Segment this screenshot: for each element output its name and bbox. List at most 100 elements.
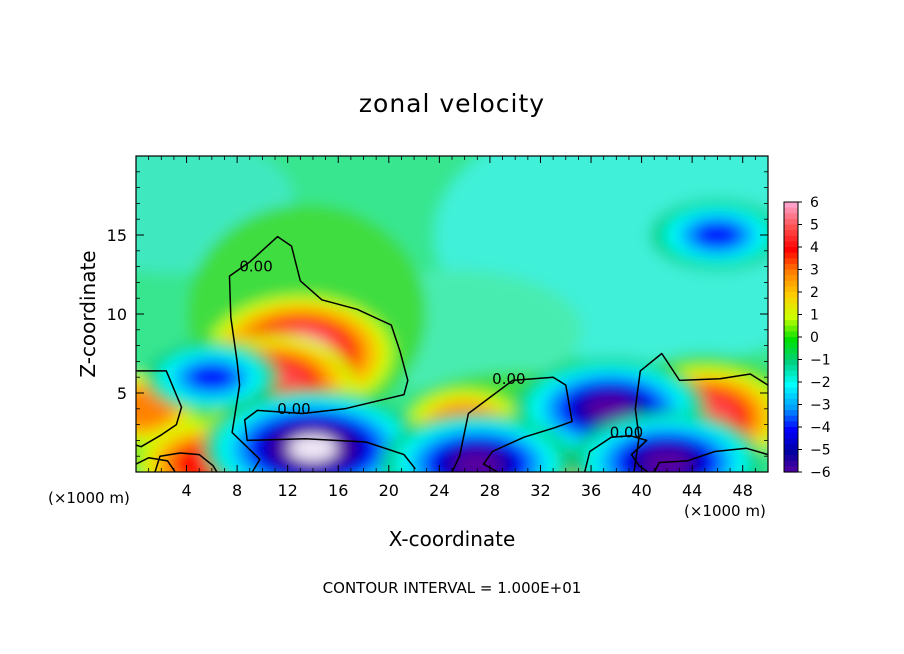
colorbar-swatch [784,202,798,209]
zero-contour [136,235,768,472]
colorbar-swatch [784,207,798,214]
contour-label: 0.00 [610,424,643,442]
colorbar-swatch [784,359,798,366]
x-tick-label: 40 [631,481,651,500]
colorbar-labels: 6 5 4 3 2 1 0 −1 −2 −3 −4 −5 −6 [798,195,831,481]
colorbar-swatch [784,393,798,400]
colorbar: 6 5 4 3 2 1 0 −1 −2 −3 −4 −5 −6 [783,195,831,481]
colorbar-swatch [784,376,798,383]
colorbar-swatch [784,337,798,344]
colorbar-swatch [784,455,798,462]
negative-region [642,449,691,472]
colorbar-swatch [784,303,798,310]
colorbar-swatch [784,432,798,439]
contour-interval-note: CONTOUR INTERVAL = 1.000E+01 [323,579,582,597]
contour-labels: 0.00 0.00 0.00 0.00 [239,258,643,442]
colorbar-swatch [784,410,798,417]
x-tick-label: 16 [328,481,348,500]
colorbar-swatch [784,252,798,259]
colorbar-swatch [784,224,798,231]
colorbar-swatch [784,415,798,422]
colorbar-swatch [784,258,798,265]
colorbar-swatch [784,421,798,428]
colorbar-swatch [784,404,798,411]
colorbar-swatch [784,387,798,394]
colorbar-label: 4 [810,240,819,256]
colorbar-swatch [784,348,798,355]
colorbar-label: 5 [810,218,819,234]
colorbar-swatches [784,202,798,473]
colorbar-swatch [784,427,798,434]
contour-line [653,447,768,472]
contour-line [228,235,416,472]
colorbar-swatch [784,353,798,361]
contour-label: 0.00 [277,400,310,418]
colorbar-swatch [784,218,798,226]
colorbar-swatch [784,342,798,349]
x-tick-label: 44 [682,481,702,500]
colorbar-label: −5 [810,443,831,459]
contour-label: 0.00 [492,370,525,388]
negative-region [288,435,337,462]
colorbar-swatch [784,241,798,248]
colorbar-label: −4 [810,420,831,436]
x-tick-label: 20 [379,481,399,500]
colorbar-swatch [784,235,798,242]
colorbar-swatch [784,269,798,276]
x-unit-left: (×1000 m) [48,489,130,507]
y-axis-ticks: 5 10 15 [107,171,768,457]
plot-area: 0.00 0.00 0.00 0.00 [135,155,769,473]
colorbar-label: −1 [810,353,831,369]
colorbar-swatch [784,292,798,299]
colorbar-swatch [784,449,798,456]
colorbar-label: 3 [810,263,819,279]
contour-line [136,457,176,472]
contour-line [633,352,768,472]
x-tick-label: 48 [733,481,753,500]
contour-line [451,376,573,472]
colorbar-swatch [784,297,798,304]
colorbar-swatch [784,286,798,293]
colorbar-swatch [784,263,798,271]
y-tick-label: 15 [107,226,127,245]
x-tick-label: 4 [181,481,191,500]
colorbar-swatch [784,275,798,282]
colorbar-label: −6 [810,465,831,481]
negative-region [187,364,236,390]
contour-line [136,370,183,448]
y-axis-label: Z-coordinate [76,250,100,377]
colorbar-swatch [784,325,798,332]
colorbar-swatch [784,370,798,377]
colorbar-swatch [784,466,798,473]
colorbar-label: 1 [810,308,819,324]
chart-title: zonal velocity [359,89,545,118]
colorbar-label: −3 [810,398,831,414]
y-tick-label: 5 [117,384,127,403]
negative-region [586,396,634,422]
x-tick-label: 12 [278,481,298,500]
colorbar-swatch [784,443,798,451]
colorbar-swatch [784,460,798,467]
x-tick-label: 24 [429,481,449,500]
colorbar-swatch [784,438,798,445]
colorbar-swatch [784,213,798,220]
x-unit-right: (×1000 m) [684,502,766,520]
colorbar-swatch [784,280,798,287]
y-tick-label: 10 [107,305,127,324]
colorbar-label: 0 [810,330,819,346]
x-tick-label: 36 [581,481,601,500]
x-axis-ticks: 4 8 12 16 20 24 28 32 36 40 44 48 [148,156,756,500]
x-tick-label: 28 [480,481,500,500]
colorbar-swatch [784,314,798,321]
positive-region [136,396,163,422]
colorbar-label: 2 [810,285,819,301]
contour-label: 0.00 [239,258,272,276]
colorbar-swatch [784,382,798,389]
velocity-field [136,156,768,472]
negative-region [693,222,742,248]
colorbar-swatch [784,398,798,406]
colorbar-label: 6 [810,195,819,211]
x-tick-label: 8 [232,481,242,500]
x-axis-label: X-coordinate [389,527,516,551]
